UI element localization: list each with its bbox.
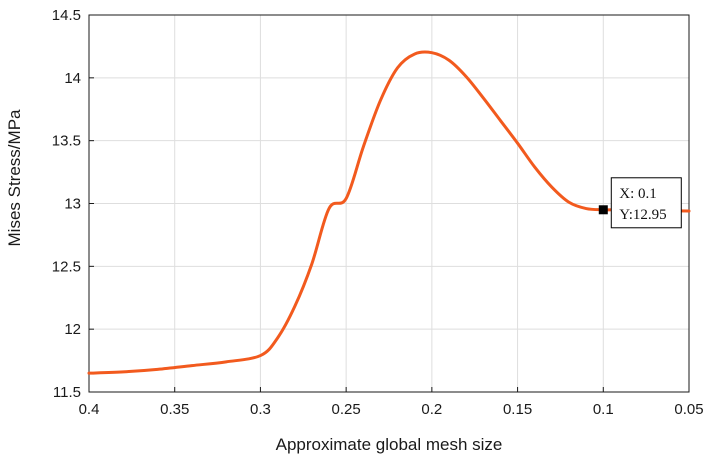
x-tick-label: 0.2	[421, 401, 442, 418]
y-tick-label: 12.5	[52, 258, 81, 275]
data-point-marker[interactable]	[598, 205, 608, 215]
y-tick-label: 13	[64, 196, 81, 213]
y-axis-title: Mises Stress/MPa	[5, 109, 24, 247]
y-tick-label: 14.5	[52, 7, 81, 24]
x-tick-label: 0.15	[503, 401, 532, 418]
x-tick-label: 0.05	[674, 401, 703, 418]
x-axis-title: Approximate global mesh size	[276, 435, 503, 454]
data-tip-x: X: 0.1	[619, 186, 657, 202]
y-tick-label: 13.5	[52, 133, 81, 150]
x-axis-ticks: 0.4 0.35 0.3 0.25 0.2 0.15 0.1 0.05	[79, 387, 704, 418]
data-tip-y: Y:12.95	[619, 207, 666, 223]
x-tick-label: 0.3	[250, 401, 271, 418]
x-tick-label: 0.4	[79, 401, 100, 418]
data-tip: X: 0.1 Y:12.95	[610, 177, 682, 229]
y-tick-label: 14	[64, 70, 81, 87]
y-axis-ticks: 11.5 12 12.5 13 13.5 14 14.5	[52, 7, 94, 401]
data-tip-box	[610, 177, 682, 229]
x-tick-label: 0.1	[593, 401, 614, 418]
y-tick-label: 11.5	[53, 384, 81, 401]
y-tick-label: 12	[64, 321, 81, 338]
x-tick-label: 0.25	[332, 401, 361, 418]
x-tick-label: 0.35	[160, 401, 189, 418]
